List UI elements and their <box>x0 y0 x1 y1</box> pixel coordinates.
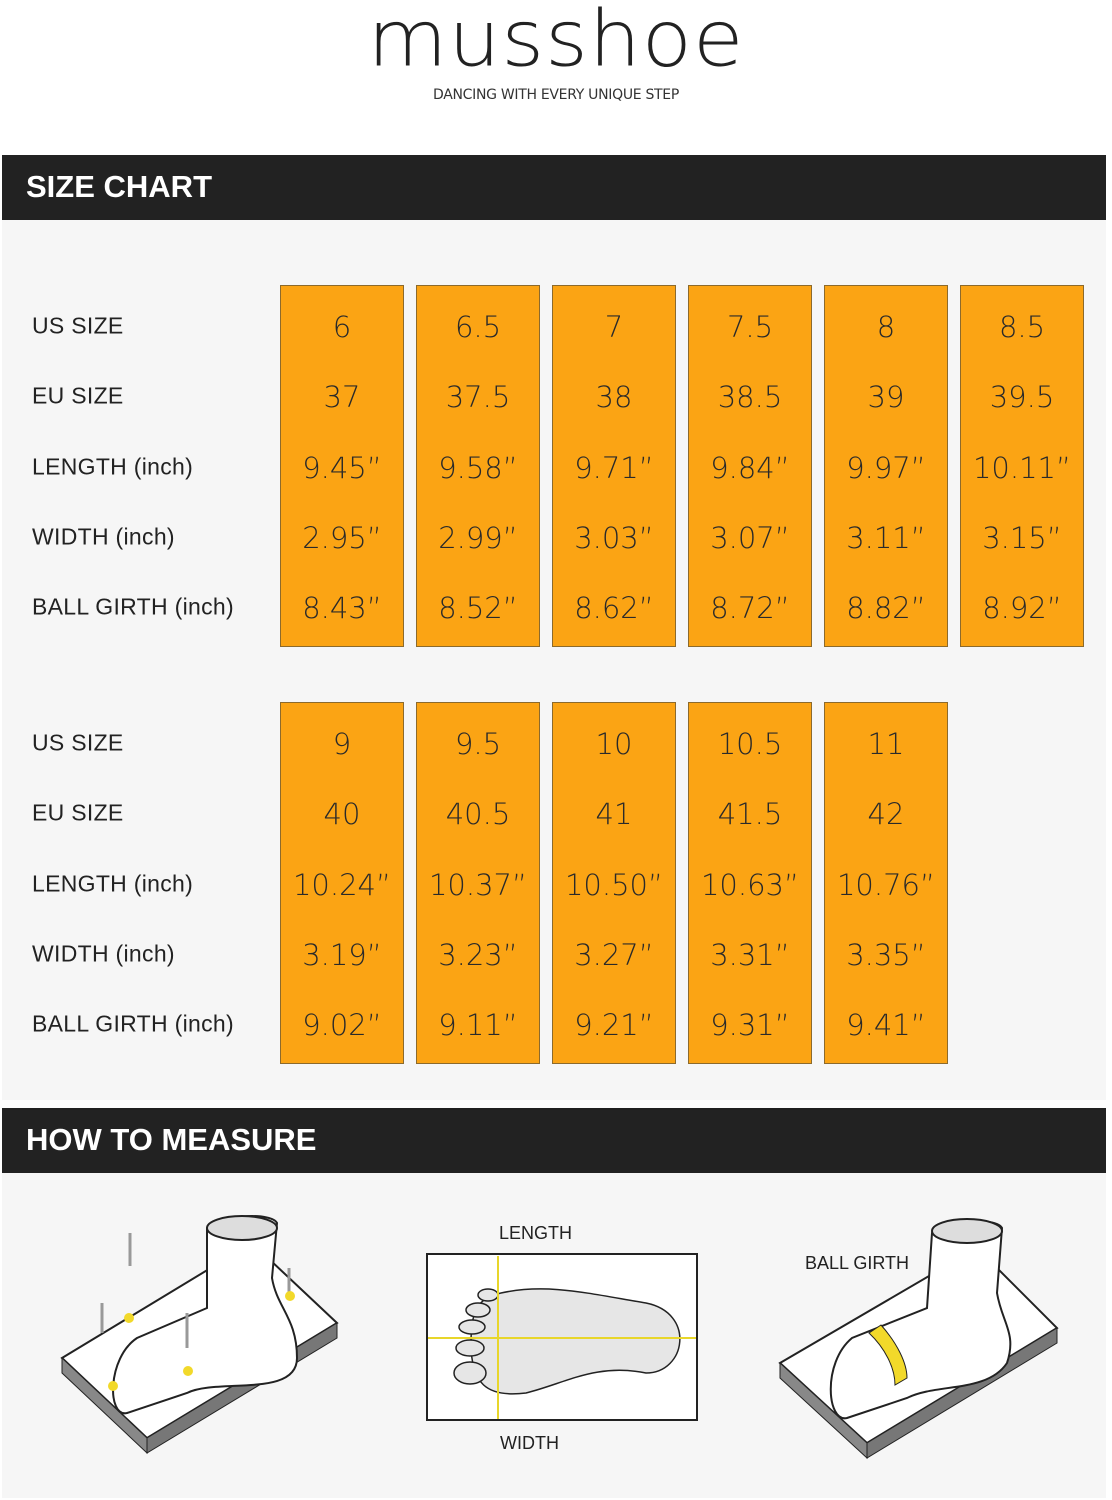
size-cell: 3.35” <box>846 938 926 972</box>
row-label: LENGTH (inch) <box>32 870 194 897</box>
size-column: 7.5 38.5 9.84” 3.07” 8.72” <box>688 285 812 647</box>
size-column: 10 41 10.50” 3.27” 9.21” <box>552 702 676 1064</box>
length-label: LENGTH <box>499 1223 573 1243</box>
size-cell: 9.5 <box>454 727 502 761</box>
row-label: WIDTH (inch) <box>32 940 175 967</box>
size-cell: 8.52” <box>438 591 518 625</box>
foot-ball-girth-illustration <box>778 1218 1059 1460</box>
row-label: LENGTH (inch) <box>32 453 194 480</box>
size-chart-header: SIZE CHART <box>2 155 1106 220</box>
size-cell: 7 <box>604 310 624 344</box>
size-cell: 3.11” <box>846 521 926 555</box>
size-cell: 8 <box>876 310 896 344</box>
size-column: 9 40 10.24” 3.19” 9.02” <box>280 702 404 1064</box>
brand-logo: musshoe <box>367 0 745 85</box>
size-cell: 3.23” <box>438 938 518 972</box>
row-label: EU SIZE <box>32 382 124 409</box>
size-column: 7 38 9.71” 3.03” 8.62” <box>552 285 676 647</box>
brand-tagline: DANCING WITH EVERY UNIQUE STEP <box>432 87 679 103</box>
size-cell: 9 <box>332 727 352 761</box>
size-cell: 10.76” <box>836 868 936 902</box>
row-label: US SIZE <box>32 729 124 756</box>
size-cell: 2.95” <box>302 521 382 555</box>
size-cell: 8.72” <box>710 591 790 625</box>
size-cell: 10.5 <box>717 727 783 761</box>
foot-top-measure-illustration <box>426 1253 698 1421</box>
size-cell: 11 <box>867 727 905 761</box>
size-cell: 39 <box>867 380 905 414</box>
how-to-measure-header: HOW TO MEASURE <box>2 1108 1106 1173</box>
size-cell: 3.27” <box>574 938 654 972</box>
size-cell: 9.97” <box>846 451 926 485</box>
size-cell: 3.19” <box>302 938 382 972</box>
size-cell: 2.99” <box>438 521 518 555</box>
size-cell: 3.07” <box>710 521 790 555</box>
size-cell: 38 <box>595 380 633 414</box>
size-cell: 10.24” <box>292 868 392 902</box>
size-cell: 10.50” <box>564 868 664 902</box>
size-column: 6 37 9.45” 2.95” 8.43” <box>280 285 404 647</box>
foot-side-measure-illustration <box>60 1215 339 1455</box>
ball-girth-label: BALL GIRTH <box>805 1253 910 1273</box>
size-cell: 40 <box>323 797 361 831</box>
size-cell: 37.5 <box>445 380 511 414</box>
size-cell: 42 <box>867 797 905 831</box>
size-cell: 6 <box>332 310 352 344</box>
size-cell: 38.5 <box>717 380 783 414</box>
how-to-measure-panel: LENGTH WIDTH BALL GIRTH <box>2 1173 1106 1498</box>
size-column: 10.5 41.5 10.63” 3.31” 9.31” <box>688 702 812 1064</box>
size-cell: 9.11” <box>438 1008 518 1042</box>
size-cell: 7.5 <box>726 310 774 344</box>
size-cell: 9.71” <box>574 451 654 485</box>
size-cell: 10.37” <box>428 868 528 902</box>
size-cell: 9.02” <box>302 1008 382 1042</box>
size-cell: 10.63” <box>700 868 800 902</box>
size-cell: 37 <box>323 380 361 414</box>
size-cell: 40.5 <box>445 797 511 831</box>
size-cell: 10 <box>595 727 633 761</box>
size-cell: 41 <box>595 797 633 831</box>
row-label: BALL GIRTH (inch) <box>32 1010 234 1037</box>
size-cell: 9.31” <box>710 1008 790 1042</box>
size-column: 11 42 10.76” 3.35” 9.41” <box>824 702 948 1064</box>
size-cell: 9.41” <box>846 1008 926 1042</box>
size-cell: 9.45” <box>302 451 382 485</box>
size-cell: 8.5 <box>998 310 1046 344</box>
size-chart-panel: US SIZE EU SIZE LENGTH (inch) WIDTH (inch) B… <box>2 220 1106 1100</box>
width-label: WIDTH <box>500 1433 559 1453</box>
size-cell: 3.31” <box>710 938 790 972</box>
size-column: 8.5 39.5 10.11” 3.15” 8.92” <box>960 285 1084 647</box>
size-cell: 9.84” <box>710 451 790 485</box>
size-column: 9.5 40.5 10.37” 3.23” 9.11” <box>416 702 540 1064</box>
size-column: 6.5 37.5 9.58” 2.99” 8.52” <box>416 285 540 647</box>
row-label: US SIZE <box>32 312 124 339</box>
size-cell: 8.92” <box>982 591 1062 625</box>
size-column: 8 39 9.97” 3.11” 8.82” <box>824 285 948 647</box>
size-cell: 8.82” <box>846 591 926 625</box>
size-cell: 9.21” <box>574 1008 654 1042</box>
size-cell: 8.62” <box>574 591 654 625</box>
size-cell: 3.03” <box>574 521 654 555</box>
size-cell: 8.43” <box>302 591 382 625</box>
size-cell: 9.58” <box>438 451 518 485</box>
size-cell: 41.5 <box>717 797 783 831</box>
size-cell: 39.5 <box>989 380 1055 414</box>
row-label: WIDTH (inch) <box>32 523 175 550</box>
row-label: EU SIZE <box>32 799 124 826</box>
row-label: BALL GIRTH (inch) <box>32 593 234 620</box>
size-cell: 6.5 <box>454 310 502 344</box>
size-cell: 10.11” <box>972 451 1072 485</box>
size-cell: 3.15” <box>982 521 1062 555</box>
